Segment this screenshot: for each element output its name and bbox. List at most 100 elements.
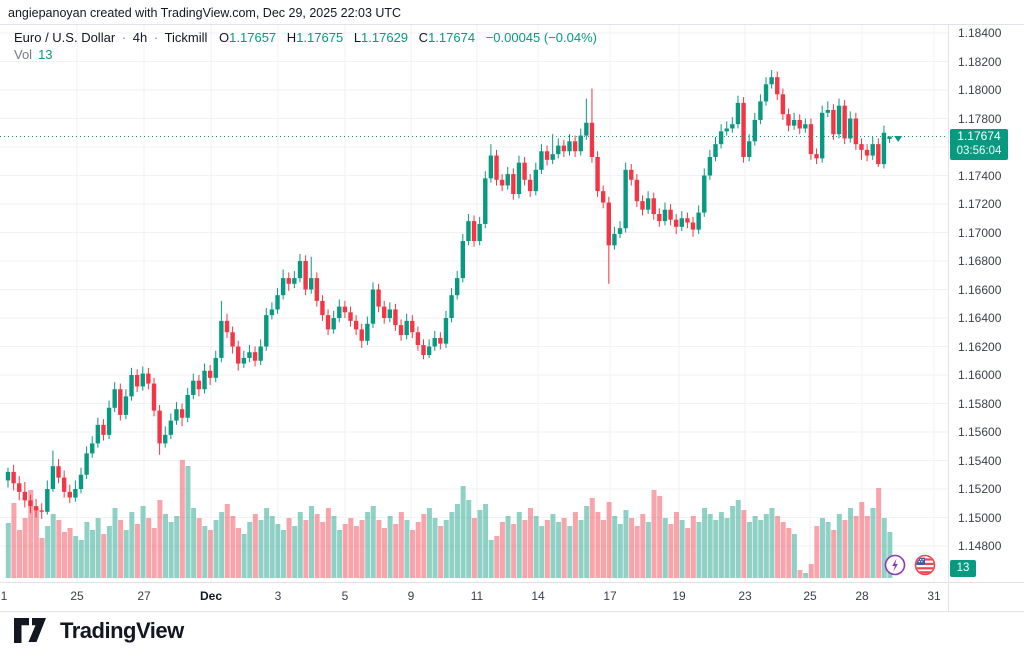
time-axis-label[interactable]: 28 bbox=[855, 589, 869, 603]
volume-bar bbox=[825, 522, 831, 578]
symbol-legend[interactable]: Euro / U.S. Dollar · 4h · Tickmill O1.17… bbox=[14, 30, 597, 45]
volume-bar bbox=[28, 490, 34, 578]
candle-body bbox=[415, 332, 421, 346]
volume-bar bbox=[286, 518, 292, 578]
time-axis-label[interactable]: 14 bbox=[531, 589, 545, 603]
time-axis-label[interactable]: 25 bbox=[70, 589, 84, 603]
volume-bar bbox=[348, 518, 354, 578]
volume-bar bbox=[140, 506, 146, 578]
price-axis-label[interactable]: 1.17400 bbox=[958, 168, 1002, 183]
price-axis-label[interactable]: 1.15200 bbox=[958, 482, 1002, 496]
price-axis-label[interactable]: 1.16200 bbox=[958, 339, 1002, 354]
time-axis-label[interactable]: 9 bbox=[407, 589, 415, 603]
time-axis-label[interactable]: 27 bbox=[137, 589, 151, 603]
time-axis-label[interactable]: 23 bbox=[738, 589, 752, 603]
candle-body bbox=[247, 352, 252, 358]
high-value: 1.17675 bbox=[296, 30, 344, 45]
price-axis-label[interactable]: 1.16400 bbox=[958, 311, 1002, 325]
price-axis-label[interactable]: 1.18400 bbox=[958, 26, 1002, 40]
price-axis-label[interactable]: 1.16800 bbox=[958, 254, 1002, 268]
price-axis-label[interactable]: 1.17000 bbox=[958, 225, 1002, 240]
interval-label[interactable]: 4h bbox=[132, 30, 148, 45]
candle-body bbox=[679, 218, 684, 227]
price-axis-label[interactable]: 1.15400 bbox=[958, 453, 1002, 468]
candle-body bbox=[297, 261, 303, 279]
price-axis-label[interactable]: 1.16000 bbox=[958, 368, 1002, 382]
candle-body bbox=[61, 477, 67, 492]
candle-body bbox=[589, 122, 595, 157]
volume-bar bbox=[275, 524, 281, 578]
tradingview-logo[interactable]: TradingView bbox=[14, 618, 184, 644]
volume-bar bbox=[78, 540, 84, 578]
time-axis-label[interactable]: 17 bbox=[603, 589, 617, 603]
volume-bar bbox=[337, 530, 343, 578]
time-axis-label[interactable]: 5 bbox=[341, 589, 349, 603]
time-axis-label[interactable]: 25 bbox=[803, 589, 817, 603]
lightning-event-icon[interactable] bbox=[884, 554, 906, 576]
candle-body bbox=[331, 318, 336, 330]
price-axis-label[interactable]: 1.17800 bbox=[958, 111, 1002, 126]
volume-bar bbox=[572, 512, 578, 578]
volume-bar bbox=[157, 500, 163, 578]
time-axis-label[interactable]: Dec bbox=[199, 589, 223, 603]
price-axis-label[interactable]: 1.15800 bbox=[958, 396, 1002, 411]
volume-bar bbox=[690, 516, 696, 578]
volume-bar bbox=[848, 508, 854, 578]
volume-bar bbox=[836, 514, 842, 578]
price-axis[interactable]: 1.184001.182001.180001.178001.176001.174… bbox=[948, 24, 1024, 582]
candle-body bbox=[370, 289, 376, 324]
volume-bar bbox=[247, 522, 253, 578]
volume-bar bbox=[477, 510, 483, 578]
price-axis-label[interactable]: 1.18000 bbox=[958, 83, 1002, 97]
candle-body bbox=[791, 119, 797, 126]
volume-bar bbox=[185, 466, 191, 578]
candle-body bbox=[252, 352, 258, 361]
broker-label[interactable]: Tickmill bbox=[164, 30, 208, 45]
volume-bar bbox=[236, 528, 242, 578]
candle-body bbox=[702, 175, 707, 213]
volume-bar bbox=[241, 534, 247, 578]
tradingview-wordmark: TradingView bbox=[60, 618, 184, 643]
volume-bar bbox=[539, 526, 545, 578]
time-axis-label[interactable]: 19 bbox=[672, 589, 686, 603]
price-axis-label[interactable]: 1.16600 bbox=[958, 282, 1002, 297]
volume-bar bbox=[746, 522, 752, 578]
time-axis-label[interactable]: 1 bbox=[0, 589, 8, 603]
price-axis-label[interactable]: 1.15000 bbox=[958, 510, 1002, 525]
price-axis-label[interactable]: 1.17200 bbox=[958, 197, 1002, 211]
volume-bar bbox=[819, 518, 825, 578]
volume-bar bbox=[668, 524, 674, 578]
volume-bar bbox=[763, 514, 769, 578]
time-axis-label[interactable]: 11 bbox=[470, 589, 484, 603]
candle-body bbox=[617, 228, 623, 234]
candle-body bbox=[342, 306, 348, 313]
candle-body bbox=[140, 373, 145, 387]
time-axis[interactable]: 1 25 27 Dec 3 5 9 11 14 17 19 23 25 28 31 bbox=[0, 582, 948, 612]
candle-body bbox=[33, 506, 39, 511]
price-axis-label[interactable]: 1.14800 bbox=[958, 539, 1002, 553]
symbol-name[interactable]: Euro / U.S. Dollar bbox=[14, 30, 116, 45]
candle-body bbox=[202, 370, 207, 390]
us-flag-event-icon[interactable] bbox=[914, 554, 936, 576]
volume-legend[interactable]: Vol 13 bbox=[14, 47, 53, 62]
volume-bar bbox=[196, 518, 202, 578]
volume-bar bbox=[741, 510, 747, 578]
candle-body bbox=[67, 491, 72, 498]
candle-body bbox=[337, 306, 342, 318]
volume-bar bbox=[483, 504, 489, 578]
volume-bar bbox=[876, 488, 882, 578]
time-axis-label[interactable]: 31 bbox=[927, 589, 941, 603]
volume-bar bbox=[118, 520, 124, 578]
price-axis-separator bbox=[948, 24, 949, 612]
ohlc-readout: O1.17657 H1.17675 L1.17629 C1.17674 −0.0… bbox=[219, 30, 597, 45]
price-axis-label[interactable]: 1.18200 bbox=[958, 54, 1002, 69]
volume-bar bbox=[460, 486, 466, 578]
candle-body bbox=[870, 144, 875, 156]
volume-bar bbox=[106, 526, 112, 578]
candle-body bbox=[264, 315, 269, 347]
candle-body bbox=[118, 389, 123, 415]
price-axis-label[interactable]: 1.15600 bbox=[958, 425, 1002, 439]
time-axis-label[interactable]: 3 bbox=[274, 589, 282, 603]
current-price-value: 1.17674 bbox=[957, 129, 1001, 143]
